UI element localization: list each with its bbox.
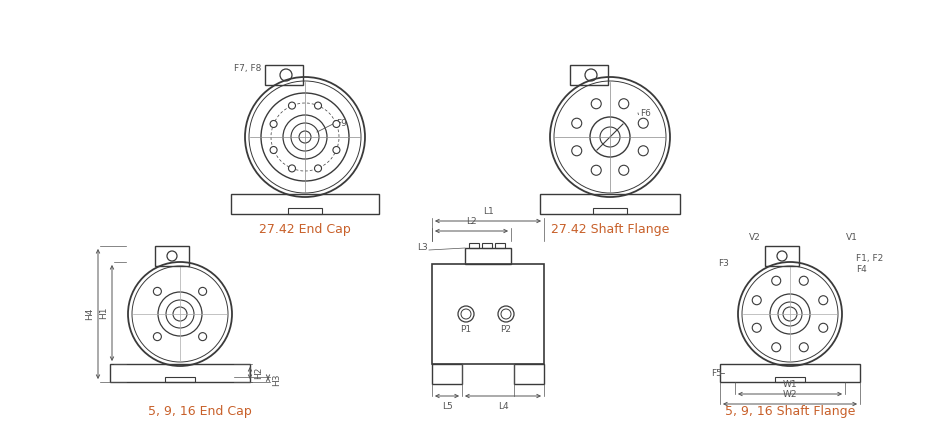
Text: F7, F8: F7, F8 bbox=[234, 64, 261, 73]
Bar bbox=[469, 243, 479, 248]
Text: H4: H4 bbox=[85, 308, 94, 320]
Circle shape bbox=[289, 165, 295, 172]
Circle shape bbox=[799, 343, 809, 352]
Text: F3: F3 bbox=[719, 260, 730, 269]
Bar bbox=[720, 364, 860, 382]
Circle shape bbox=[572, 118, 582, 128]
Circle shape bbox=[752, 323, 762, 332]
Text: F9: F9 bbox=[336, 118, 347, 127]
Circle shape bbox=[154, 333, 161, 341]
Text: H1: H1 bbox=[99, 307, 108, 319]
Circle shape bbox=[314, 102, 322, 109]
Text: L4: L4 bbox=[498, 402, 508, 411]
Bar bbox=[231, 194, 379, 214]
Circle shape bbox=[591, 165, 601, 175]
Text: F4: F4 bbox=[856, 266, 867, 274]
Circle shape bbox=[799, 276, 809, 285]
Bar bbox=[110, 364, 250, 382]
Circle shape bbox=[572, 146, 582, 156]
Text: H2: H2 bbox=[254, 367, 263, 379]
Circle shape bbox=[333, 121, 340, 127]
Circle shape bbox=[199, 287, 206, 295]
Text: L5: L5 bbox=[442, 402, 452, 411]
Text: F5: F5 bbox=[711, 368, 722, 378]
Bar bbox=[775, 377, 805, 382]
Bar bbox=[265, 65, 303, 85]
Bar bbox=[514, 364, 544, 384]
Bar bbox=[288, 208, 322, 214]
Circle shape bbox=[638, 118, 648, 128]
Bar bbox=[432, 264, 544, 364]
Bar bbox=[482, 243, 492, 248]
Text: F1, F2: F1, F2 bbox=[856, 253, 884, 262]
Text: 5, 9, 16 End Cap: 5, 9, 16 End Cap bbox=[148, 405, 252, 418]
Circle shape bbox=[289, 102, 295, 109]
Circle shape bbox=[752, 296, 762, 305]
Text: 27.42 End Cap: 27.42 End Cap bbox=[259, 223, 351, 236]
Text: W2: W2 bbox=[782, 390, 797, 399]
Circle shape bbox=[270, 147, 277, 153]
Circle shape bbox=[591, 99, 601, 109]
Text: 5, 9, 16 Shaft Flange: 5, 9, 16 Shaft Flange bbox=[725, 405, 855, 418]
Circle shape bbox=[458, 306, 474, 322]
Circle shape bbox=[333, 147, 340, 153]
Text: L2: L2 bbox=[466, 217, 477, 226]
Circle shape bbox=[638, 146, 648, 156]
Bar bbox=[765, 246, 799, 266]
Bar bbox=[165, 377, 195, 382]
Circle shape bbox=[772, 276, 780, 285]
Circle shape bbox=[314, 165, 322, 172]
Circle shape bbox=[819, 323, 827, 332]
Bar bbox=[540, 194, 680, 214]
Text: F6: F6 bbox=[640, 109, 651, 118]
Bar bbox=[495, 243, 505, 248]
Text: P2: P2 bbox=[501, 325, 511, 333]
Bar bbox=[155, 246, 189, 266]
Bar bbox=[465, 248, 511, 264]
Text: L3: L3 bbox=[417, 244, 428, 253]
Bar bbox=[570, 65, 608, 85]
Text: 27.42 Shaft Flange: 27.42 Shaft Flange bbox=[551, 223, 669, 236]
Circle shape bbox=[772, 343, 780, 352]
Text: P1: P1 bbox=[461, 325, 472, 333]
Circle shape bbox=[619, 99, 628, 109]
Text: V2: V2 bbox=[749, 233, 761, 242]
Bar bbox=[432, 364, 462, 384]
Text: L1: L1 bbox=[483, 207, 493, 216]
Circle shape bbox=[154, 287, 161, 295]
Bar bbox=[593, 208, 627, 214]
Text: W1: W1 bbox=[782, 380, 797, 389]
Text: H3: H3 bbox=[272, 373, 281, 386]
Circle shape bbox=[498, 306, 514, 322]
Text: V1: V1 bbox=[846, 233, 858, 242]
Circle shape bbox=[270, 121, 277, 127]
Circle shape bbox=[199, 333, 206, 341]
Circle shape bbox=[819, 296, 827, 305]
Circle shape bbox=[619, 165, 628, 175]
